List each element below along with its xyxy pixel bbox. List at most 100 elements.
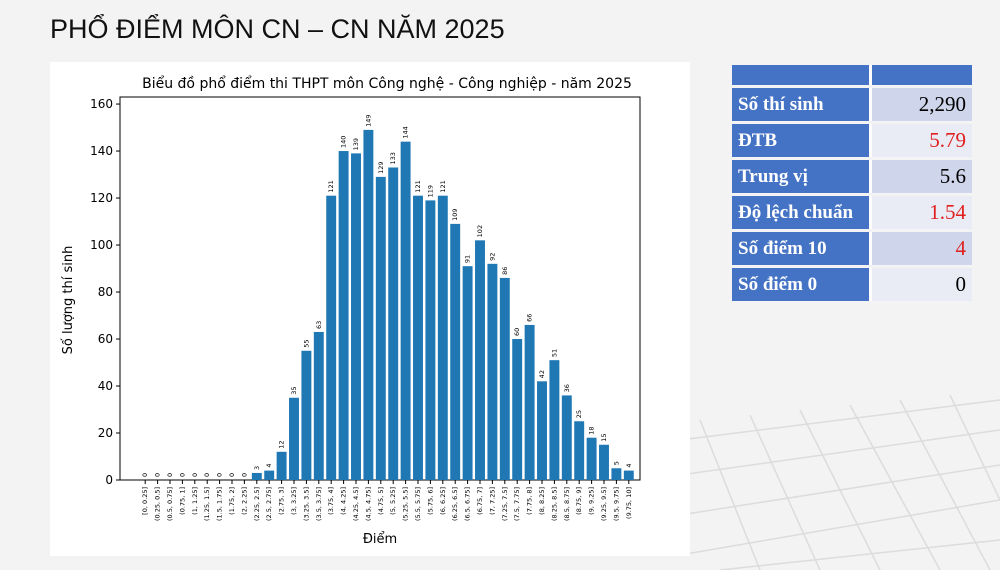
bar	[276, 451, 287, 480]
bar-value-label: 0	[216, 473, 224, 477]
bar-value-label: 139	[352, 138, 360, 150]
bar-value-label: 5	[612, 461, 620, 465]
row-value: 4	[872, 232, 972, 265]
row-label: ĐTB	[732, 124, 872, 157]
row-value: 2,290	[872, 88, 972, 121]
row-value: 5.79	[872, 124, 972, 157]
bar	[462, 266, 473, 480]
decorative-grid	[680, 394, 1000, 570]
bar-value-label: 140	[340, 136, 348, 148]
x-tick-label: (2, 2.25]	[240, 487, 248, 515]
bar-value-label: 3	[253, 466, 261, 470]
bar	[524, 324, 535, 480]
x-tick-label: (5.75, 6]	[426, 487, 434, 515]
bar-value-label: 144	[402, 126, 410, 138]
x-tick-label: (6.75, 7]	[476, 487, 484, 515]
bar	[561, 395, 572, 480]
bar	[413, 195, 423, 480]
bar	[400, 141, 411, 480]
x-tick-label: (3.25, 3.5]	[302, 487, 310, 521]
bar-value-label: 133	[389, 152, 397, 164]
x-tick-label: (3.5, 3.75]	[315, 487, 323, 521]
bar-value-label: 86	[501, 267, 509, 275]
x-tick-label: (2.75, 3]	[278, 487, 286, 515]
row-value: 1.54	[872, 196, 972, 229]
x-tick-label: (4.5, 4.75]	[364, 487, 372, 521]
y-axis-label: Số lượng thí sinh	[61, 246, 76, 355]
x-tick-label: (5.25, 5.5]	[402, 487, 410, 521]
bar-value-label: 0	[203, 473, 211, 477]
bar	[375, 176, 386, 480]
bar	[425, 200, 436, 480]
x-tick-label: (7, 7.25]	[488, 487, 496, 515]
x-tick-label: (6.5, 6.75]	[464, 487, 472, 521]
y-tick-label: 0	[105, 473, 113, 487]
y-tick-label: 140	[90, 144, 113, 158]
bar	[388, 167, 399, 481]
bar	[599, 444, 609, 480]
x-tick-label: (5, 5.25]	[389, 487, 397, 515]
bar-value-label: 0	[191, 473, 199, 477]
bar-value-label: 121	[327, 180, 335, 192]
x-tick-label: (1, 1.25]	[191, 487, 199, 515]
chart-panel: Biểu đồ phổ điểm thi THPT môn Công nghệ …	[50, 62, 690, 556]
row-label: Số điểm 0	[732, 268, 872, 301]
row-value: 0	[872, 268, 972, 301]
bar-value-label: 0	[141, 473, 149, 477]
x-tick-label: (7.75, 8]	[526, 487, 534, 515]
y-tick-label: 100	[90, 238, 113, 252]
chart-title: Biểu đồ phổ điểm thi THPT môn Công nghệ …	[142, 75, 632, 92]
x-tick-label: (4, 4.25]	[340, 487, 348, 515]
bar-value-label: 121	[414, 180, 422, 192]
y-tick-label: 80	[98, 285, 113, 299]
bar-value-label: 91	[464, 255, 472, 263]
x-tick-label: (0.25, 0.5]	[154, 487, 162, 521]
y-tick-label: 40	[98, 379, 113, 393]
x-tick-label: (1.25, 1.5]	[203, 487, 211, 521]
bar-value-label: 4	[625, 463, 633, 467]
bar-value-label: 0	[240, 473, 248, 477]
bar	[326, 195, 337, 480]
bar	[351, 153, 361, 480]
x-tick-label: (8.75, 9]	[575, 487, 583, 515]
x-tick-label: (7.5, 7.75]	[513, 487, 521, 521]
bar-value-label: 109	[451, 208, 459, 220]
bar	[363, 129, 374, 481]
table-row: Trung vị 5.6	[732, 160, 972, 193]
bar-value-label: 12	[278, 441, 286, 449]
row-label: Số thí sinh	[732, 88, 872, 121]
x-tick-label: (2.25, 2.5]	[253, 487, 261, 521]
bar	[487, 263, 498, 480]
row-label: Độ lệch chuẩn	[732, 196, 872, 229]
bar-value-label: 129	[377, 161, 385, 173]
x-tick-label: [0, 0.25]	[141, 487, 149, 515]
row-label: Trung vị	[732, 160, 872, 193]
bar-value-label: 0	[228, 473, 236, 477]
x-tick-label: (3.75, 4]	[327, 487, 335, 515]
x-tick-label: (0.5, 0.75]	[166, 487, 174, 521]
x-tick-label: (0.75, 1]	[178, 487, 186, 515]
bar	[537, 381, 547, 480]
bar	[437, 195, 448, 480]
bar	[475, 240, 485, 480]
bar-value-label: 0	[166, 473, 174, 477]
bar	[338, 151, 349, 480]
x-tick-label: (4.25, 4.5]	[352, 487, 360, 521]
bar	[251, 472, 262, 480]
bar-value-label: 63	[315, 321, 323, 329]
bar	[264, 470, 275, 480]
x-tick-label: (9.5, 9.75]	[612, 487, 620, 521]
bar-value-label: 18	[588, 426, 596, 434]
row-value: 5.6	[872, 160, 972, 193]
x-tick-label: (1.5, 1.75]	[216, 487, 224, 521]
y-tick-label: 120	[90, 191, 113, 205]
y-tick-label: 20	[98, 426, 113, 440]
x-tick-label: (9.25, 9.5]	[600, 487, 608, 521]
bar	[623, 470, 634, 480]
x-tick-label: (8.5, 8.75]	[563, 487, 571, 521]
x-tick-label: (3, 3.25]	[290, 487, 298, 515]
bar-value-label: 121	[439, 180, 447, 192]
x-tick-label: (8.25, 8.5]	[550, 487, 558, 521]
bar-value-label: 51	[550, 349, 558, 357]
